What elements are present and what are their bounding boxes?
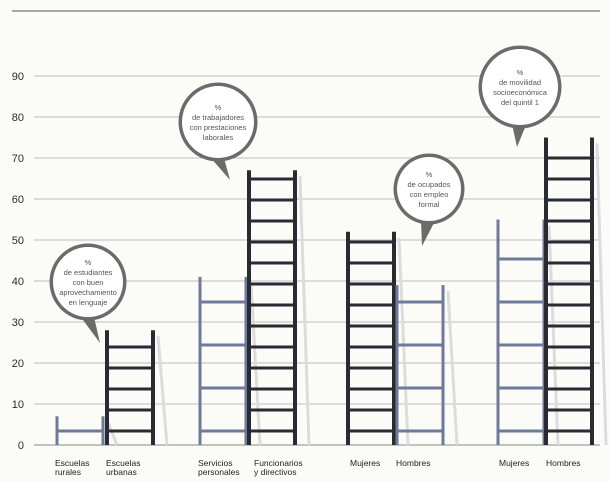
callout-text: del quintil 1 [501, 98, 539, 107]
y-tick-label: 10 [12, 399, 24, 411]
callout-text: % [85, 258, 92, 267]
callout-text: aprovechamiento [59, 288, 117, 297]
callout-text: de movilidad [499, 78, 541, 87]
callout-text: con empleo [410, 190, 449, 199]
category-label: Servicios [198, 458, 232, 468]
y-tick-label: 50 [12, 235, 24, 247]
callout-bubble [482, 49, 558, 125]
ladder-shadow [397, 237, 410, 446]
callout-pointer [210, 157, 230, 180]
callout-text: socioeconómica [493, 88, 548, 97]
y-tick-label: 30 [12, 317, 24, 329]
category-label: Mujeres [499, 458, 529, 468]
callout-text: con prestaciones [190, 123, 247, 132]
callout-bubble [53, 247, 123, 317]
ladder-shadow [156, 336, 169, 446]
y-tick-label: 0 [18, 440, 24, 452]
ladder-shadow [547, 225, 560, 446]
callout-text: en lenguaje [69, 298, 108, 307]
category-label: Escuelas [55, 458, 90, 468]
callout-text: de trabajadores [192, 113, 244, 122]
callout-text: formal [419, 200, 440, 209]
callout-bubble [182, 86, 254, 158]
callout-pointer [80, 316, 100, 343]
callout-pointer [421, 220, 435, 246]
category-label: rurales [55, 467, 81, 477]
category-label: y directivos [254, 467, 297, 477]
callout-pointer [512, 124, 526, 147]
y-tick-label: 80 [12, 112, 24, 124]
ladder-shadow [595, 143, 608, 446]
callout-text: de ocupados [408, 180, 451, 189]
category-label: Funcionarios [254, 458, 303, 468]
ladder-shadow [298, 176, 311, 446]
category-label: personales [198, 467, 240, 477]
y-tick-label: 40 [12, 276, 24, 288]
ladder-shadow [446, 291, 459, 446]
callout-text: % [517, 68, 524, 77]
category-label: Escuelas [106, 458, 141, 468]
y-tick-label: 70 [12, 153, 24, 165]
callout-text: de estudiantes [64, 268, 113, 277]
callout-text: con buen [73, 278, 104, 287]
ladder-shadow [106, 421, 119, 446]
y-tick-label: 20 [12, 358, 24, 370]
callout-text: laborales [203, 133, 234, 142]
category-label: Hombres [396, 458, 430, 468]
callout-text: % [215, 103, 222, 112]
y-tick-label: 60 [12, 194, 24, 206]
callout-bubble [397, 157, 461, 221]
category-label: Mujeres [350, 458, 380, 468]
category-label: Hombres [546, 458, 580, 468]
callout-text: % [426, 170, 433, 179]
ladder-shadow [249, 282, 262, 446]
y-tick-label: 90 [12, 71, 24, 83]
category-label: urbanas [106, 467, 137, 477]
